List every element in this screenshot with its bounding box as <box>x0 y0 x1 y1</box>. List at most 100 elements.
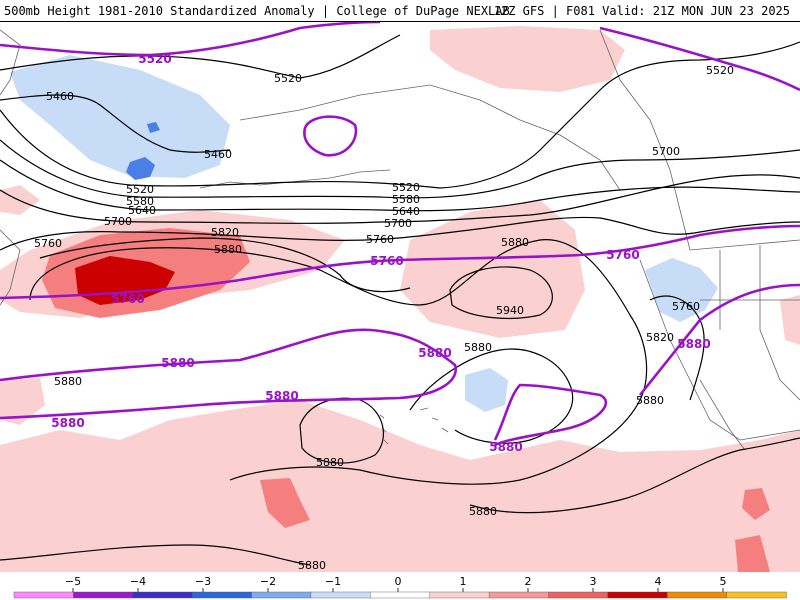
climo-label: 5880 <box>677 337 710 351</box>
contour-label: 5940 <box>496 304 524 317</box>
contour-label: 5880 <box>469 505 497 518</box>
contour-label: 5880 <box>298 559 326 572</box>
contour-label: 5880 <box>54 375 82 388</box>
colorbar-swatch <box>132 591 193 599</box>
climo-label: 5880 <box>51 416 84 430</box>
mexico-coastline <box>759 329 800 401</box>
contour-label: 5820 <box>646 331 674 344</box>
colorbar-tick-label: 5 <box>720 575 727 588</box>
strong-negative-anomaly-region <box>126 157 155 180</box>
colorbar-tick-label: −3 <box>195 575 211 588</box>
kamchatka-coastline <box>0 29 21 96</box>
climo-label: 5880 <box>489 440 522 454</box>
colorbar-swatch <box>548 591 609 599</box>
positive-anomaly-region <box>0 400 800 572</box>
colorbar-tick-labels: −5 −4 −3 −2 −1 0 1 2 3 4 5 <box>65 575 727 592</box>
strong-positive-anomaly-region <box>742 488 770 520</box>
colorbar-swatch <box>607 591 668 599</box>
negative-anomaly-region <box>10 55 230 178</box>
contour-5880-southeast <box>469 437 800 514</box>
colorbar-swatch <box>429 591 490 599</box>
climo-label: 5880 <box>418 346 451 360</box>
contour-label: 5700 <box>384 217 412 230</box>
contour-label: 5760 <box>366 233 394 246</box>
contour-label: 5880 <box>501 236 529 249</box>
contour-label: 5520 <box>706 64 734 77</box>
contour-5940 <box>449 266 553 319</box>
colorbar-tick-label: 2 <box>525 575 532 588</box>
state-boundaries <box>700 245 800 330</box>
contour-label: 5520 <box>274 72 302 85</box>
positive-anomaly-region <box>780 295 800 345</box>
colorbar-tick-label: −1 <box>325 575 341 588</box>
colorbar-tick-label: −2 <box>260 575 276 588</box>
climo-contour-5880-hook <box>493 383 608 447</box>
colorbar-tick-label: 0 <box>395 575 402 588</box>
colorbar-swatch <box>370 591 431 599</box>
contour-label: 5580 <box>392 193 420 206</box>
anomaly-colorbar: −5 −4 −3 −2 −1 0 1 2 3 4 5 <box>13 575 787 599</box>
contour-5760 <box>0 216 800 251</box>
contour-label: 5820 <box>211 226 239 239</box>
contour-5880-loop <box>29 239 648 485</box>
height-contours <box>0 34 800 566</box>
contour-5520 <box>0 41 800 189</box>
hawaii-islands <box>419 407 449 433</box>
climatology-contours <box>0 22 800 447</box>
climo-label: 5760 <box>606 248 639 262</box>
climo-contour-5760 <box>0 224 800 300</box>
contour-label: 5700 <box>104 215 132 228</box>
colorbar-tick-label: 3 <box>590 575 597 588</box>
contour-5880-east <box>409 348 574 444</box>
colorbar-swatch <box>726 591 787 599</box>
climo-label: 5880 <box>161 356 194 370</box>
map-header: 500mb Height 1981-2010 Standardized Anom… <box>0 0 800 22</box>
climo-contour-5520-east <box>599 26 800 92</box>
climo-label: 5520 <box>138 52 171 66</box>
climo-contour-5880-east <box>638 283 800 396</box>
anomaly-shading <box>0 26 800 572</box>
colorbar-swatch <box>488 591 550 599</box>
contour-5700 <box>0 174 800 224</box>
colorbar-swatch <box>310 591 371 599</box>
contour-5640 <box>0 159 800 212</box>
positive-anomaly-region <box>0 378 45 425</box>
colorbar-swatch <box>73 591 134 599</box>
climo-contour-5520-west <box>0 22 381 57</box>
contour-label: 5640 <box>128 204 156 217</box>
climo-label: 5760 <box>111 292 144 306</box>
climatology-contour-labels: 5520 5760 5760 5760 5880 5880 5880 5880 … <box>51 52 710 454</box>
colorbar-tick-label: 1 <box>460 575 467 588</box>
contour-label: 5640 <box>392 205 420 218</box>
anomaly-map: 5460 5520 5460 5520 5580 5640 5700 5760 … <box>0 22 800 572</box>
model-run-info: 12Z GFS | F081 Valid: 21Z MON JUN 23 202… <box>493 4 790 18</box>
contour-5520-north <box>0 34 401 79</box>
alaska-coastline <box>239 84 621 191</box>
positive-anomaly-region <box>400 200 585 338</box>
climo-label: 5760 <box>370 254 403 268</box>
contour-label: 5760 <box>672 300 700 313</box>
colorbar-swatch <box>667 591 728 599</box>
colorbar-tick-label: 4 <box>655 575 662 588</box>
canada-west-coast <box>599 29 691 251</box>
colorbar-tick-label: −4 <box>130 575 146 588</box>
contour-label: 5880 <box>464 341 492 354</box>
strong-positive-anomaly-region <box>735 535 770 572</box>
canada-border <box>689 239 800 251</box>
contour-label: 5880 <box>636 394 664 407</box>
climo-contour-5880-west <box>0 328 458 420</box>
contour-5880-bottom <box>0 544 311 566</box>
baja-california <box>699 379 746 451</box>
contour-5820 <box>39 237 411 293</box>
strong-positive-anomaly-region <box>260 478 310 528</box>
contour-label: 5460 <box>46 90 74 103</box>
colorbar-tick-label: −5 <box>65 575 81 588</box>
colorbar-swatch <box>251 591 312 599</box>
contour-label: 5520 <box>392 181 420 194</box>
strong-negative-anomaly-region <box>147 122 160 133</box>
positive-anomaly-region <box>430 26 625 92</box>
negative-anomaly-region <box>645 258 718 322</box>
climo-label: 5880 <box>265 389 298 403</box>
contour-5460 <box>0 94 231 153</box>
